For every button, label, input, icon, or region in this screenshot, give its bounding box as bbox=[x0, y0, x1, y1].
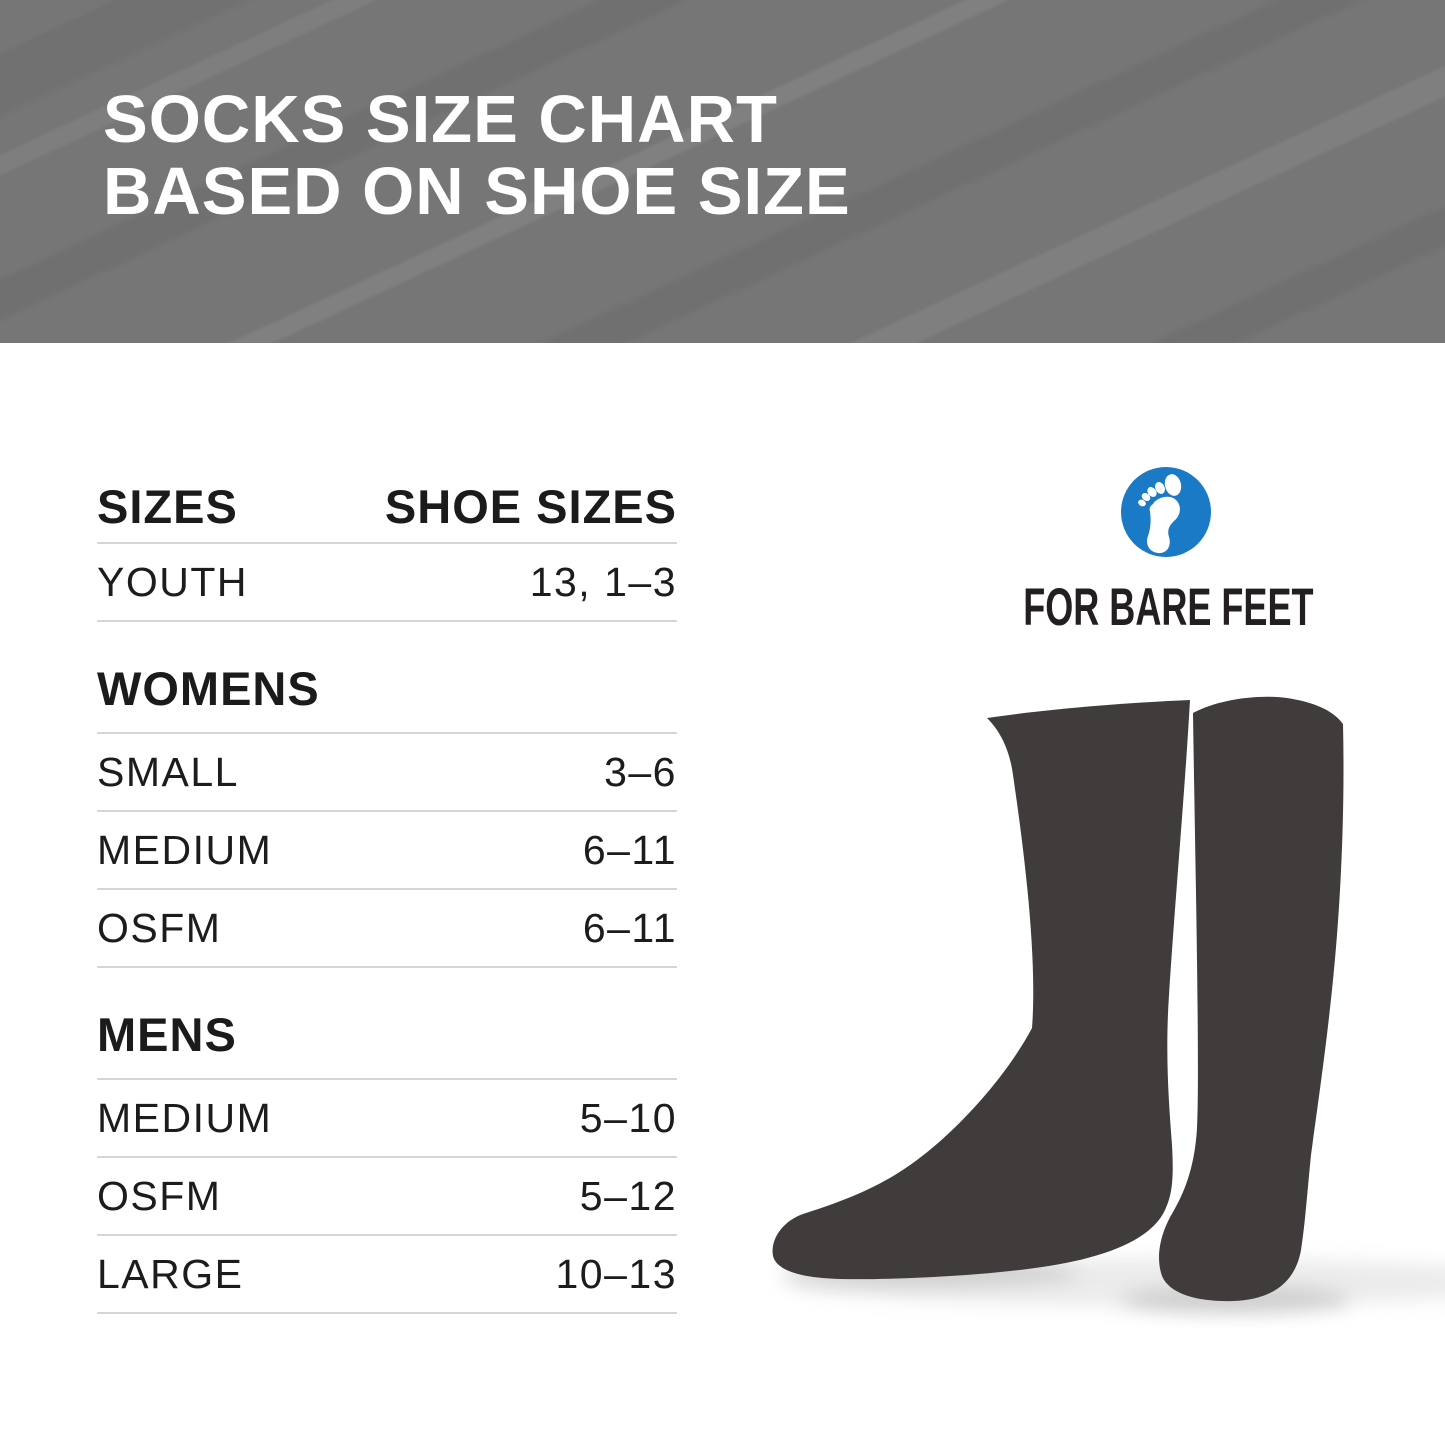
shoe-size-cell: 6–11 bbox=[582, 826, 677, 873]
column-header-sizes: SIZES bbox=[97, 479, 238, 533]
socks-illustration bbox=[745, 650, 1445, 1350]
section-title: WOMENS bbox=[97, 662, 320, 715]
sock-right bbox=[1159, 696, 1344, 1302]
table-row-mens-medium: MEDIUM 5–10 bbox=[97, 1080, 677, 1158]
table-header-row: SIZES SHOE SIZES bbox=[97, 470, 677, 544]
size-cell: MEDIUM bbox=[97, 826, 273, 873]
footprint-icon bbox=[1120, 466, 1212, 558]
shoe-size-cell: 5–10 bbox=[579, 1094, 677, 1141]
page-title-line-1: SOCKS SIZE CHART bbox=[103, 82, 778, 157]
size-cell: MEDIUM bbox=[97, 1094, 273, 1141]
column-header-shoe-sizes: SHOE SIZES bbox=[384, 479, 677, 533]
table-row-womens-medium: MEDIUM 6–11 bbox=[97, 812, 677, 890]
brand-logo: FOR BARE FEET bbox=[956, 466, 1376, 638]
page-title-line-2: BASED ON SHOE SIZE bbox=[103, 154, 851, 229]
shoe-size-cell: 5–12 bbox=[579, 1172, 677, 1219]
section-header-womens: WOMENS bbox=[97, 622, 677, 734]
size-cell: OSFM bbox=[97, 1172, 222, 1219]
shoe-size-cell: 3–6 bbox=[604, 748, 677, 795]
size-table: SIZES SHOE SIZES YOUTH 13, 1–3 WOMENS SM… bbox=[97, 470, 677, 1314]
sock-left bbox=[772, 700, 1190, 1280]
table-row-youth: YOUTH 13, 1–3 bbox=[97, 544, 677, 622]
table-row-womens-osfm: OSFM 6–11 bbox=[97, 890, 677, 968]
size-cell: LARGE bbox=[97, 1250, 244, 1297]
banner-diagonal-texture bbox=[0, 0, 1445, 343]
size-cell: YOUTH bbox=[97, 558, 248, 605]
size-cell: OSFM bbox=[97, 904, 222, 951]
table-row-mens-large: LARGE 10–13 bbox=[97, 1236, 677, 1314]
section-header-mens: MENS bbox=[97, 968, 677, 1080]
table-row-womens-small: SMALL 3–6 bbox=[97, 734, 677, 812]
shoe-size-cell: 6–11 bbox=[582, 904, 677, 951]
table-row-mens-osfm: OSFM 5–12 bbox=[97, 1158, 677, 1236]
header-banner: SOCKS SIZE CHART BASED ON SHOE SIZE bbox=[0, 0, 1445, 343]
brand-name: FOR BARE FEET bbox=[1023, 578, 1314, 637]
shoe-size-cell: 13, 1–3 bbox=[529, 558, 677, 605]
page-title: SOCKS SIZE CHART BASED ON SHOE SIZE bbox=[103, 84, 851, 228]
shoe-size-cell: 10–13 bbox=[555, 1250, 677, 1297]
size-cell: SMALL bbox=[97, 748, 239, 795]
section-title: MENS bbox=[97, 1008, 237, 1061]
